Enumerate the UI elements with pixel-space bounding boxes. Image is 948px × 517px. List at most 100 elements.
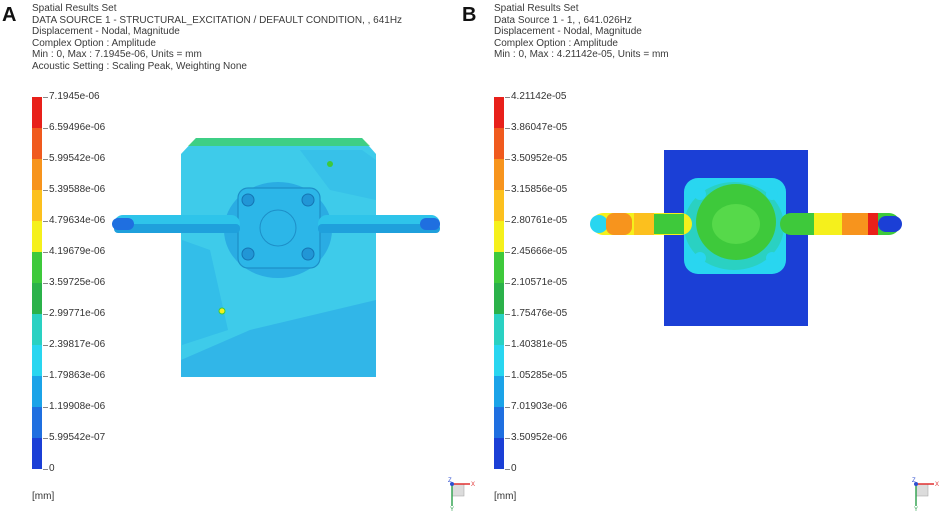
- hotspot: [218, 307, 226, 315]
- scale-segment: [494, 376, 504, 407]
- header-line: Spatial Results Set: [32, 3, 117, 14]
- scale-tick: [505, 190, 510, 191]
- shaft-left-band: [606, 213, 632, 235]
- scale-tick: [43, 314, 48, 315]
- bolt-hole: [241, 247, 255, 261]
- scale-tick: [505, 252, 510, 253]
- scale-label: 1.19908e-06: [49, 401, 106, 412]
- scale-label: 5.39588e-06: [49, 184, 106, 195]
- scale-tick: [43, 283, 48, 284]
- shaft-right-tip: [420, 218, 440, 230]
- scale-segment: [32, 407, 42, 438]
- scale-tick: [43, 252, 48, 253]
- axis-y-label: Y: [914, 507, 918, 512]
- axis-triad-icon: X Y Z: [912, 478, 939, 512]
- scale-segment: [494, 314, 504, 345]
- scale-tick: [43, 159, 48, 160]
- scale-segment: [494, 438, 504, 469]
- shaft-right-shade: [318, 224, 440, 233]
- panel-b: B Spatial Results Set Data Source 1 - 1,…: [462, 0, 948, 517]
- axis-y-label: Y: [450, 507, 454, 512]
- scale-label: 4.19679e-06: [49, 246, 106, 257]
- scale-label: 3.59725e-06: [49, 277, 106, 288]
- scale-label: 4.21142e-05: [511, 91, 567, 102]
- scale-label: 5.99542e-07: [49, 432, 106, 443]
- housing-center: [712, 204, 760, 244]
- scale-label: 2.80761e-05: [511, 215, 568, 226]
- scale-label: 0: [49, 463, 55, 474]
- scale-tick: [43, 376, 48, 377]
- scale-tick: [505, 221, 510, 222]
- scale-tick: [505, 314, 510, 315]
- bolt-hole: [241, 193, 255, 207]
- scale-label: 1.75476e-05: [511, 308, 568, 319]
- color-scale: 7.1945e-06 6.59496e-06 5.99542e-06 5.39588e…: [32, 91, 105, 474]
- scale-segment: [32, 190, 42, 221]
- scale-label: 2.45666e-05: [511, 246, 568, 257]
- scale-segment: [32, 252, 42, 283]
- scale-tick: [505, 469, 510, 470]
- axis-x-label: X: [935, 482, 939, 488]
- results-header: Spatial Results Set Data Source 1 - 1, ,…: [494, 3, 669, 61]
- scale-tick: [43, 407, 48, 408]
- scale-tick: [43, 345, 48, 346]
- scale-segment: [32, 128, 42, 159]
- scale-segment: [494, 283, 504, 314]
- scale-tick: [505, 376, 510, 377]
- axis-triad-icon: X Y Z: [448, 478, 475, 512]
- header-line: Displacement - Nodal, Magnitude: [494, 26, 642, 38]
- scale-segment: [494, 190, 504, 221]
- scale-tick: [43, 190, 48, 191]
- unit-label: [mm]: [32, 491, 55, 502]
- panel-a: A Spatial Results Set DATA SOURCE 1 - ST…: [2, 3, 475, 512]
- scale-segment: [32, 221, 42, 252]
- fe-model-view: [112, 138, 440, 377]
- scale-tick: [43, 469, 48, 470]
- scale-tick: [505, 97, 510, 98]
- scale-label: 7.1945e-06: [49, 91, 100, 102]
- scale-segment: [494, 345, 504, 376]
- scale-label: 2.99771e-06: [49, 308, 106, 319]
- header-line: Displacement - Nodal, Magnitude: [32, 26, 180, 38]
- scale-tick: [43, 438, 48, 439]
- scale-label: 3.50952e-05: [511, 153, 568, 164]
- scale-tick: [505, 438, 510, 439]
- shaft-right-band: [868, 213, 878, 235]
- results-header: Spatial Results Set DATA SOURCE 1 - STRU…: [32, 3, 402, 73]
- scale-tick: [43, 221, 48, 222]
- scale-segment: [494, 97, 504, 128]
- scale-label: 7.01903e-06: [511, 401, 568, 412]
- panel-letter: A: [2, 4, 17, 26]
- scale-tick: [505, 345, 510, 346]
- axis-z-label: Z: [912, 478, 916, 484]
- scale-segment: [32, 159, 42, 190]
- bolt-hole: [301, 193, 315, 207]
- scale-segment: [494, 252, 504, 283]
- shaft-left-band: [634, 213, 654, 235]
- shaft-left-shade: [114, 224, 240, 233]
- scale-tick: [43, 128, 48, 129]
- header-line: Spatial Results Set: [494, 3, 579, 14]
- center-boss: [259, 209, 297, 247]
- header-line: Complex Option : Amplitude: [32, 37, 156, 49]
- scale-label: 1.05285e-05: [511, 370, 568, 381]
- scale-label: 0: [511, 463, 517, 474]
- scale-label: 6.59496e-06: [49, 122, 106, 133]
- scale-label: 3.50952e-06: [511, 432, 568, 443]
- scale-segment: [494, 128, 504, 159]
- scale-label: 3.15856e-05: [511, 184, 568, 195]
- panel-letter: B: [462, 4, 477, 26]
- bolt-hole: [301, 247, 315, 261]
- scale-segment: [494, 221, 504, 252]
- scale-label: 3.86047e-05: [511, 122, 568, 133]
- fe-model-view: [590, 150, 902, 326]
- scale-tick: [43, 97, 48, 98]
- scale-label: 5.99542e-06: [49, 153, 106, 164]
- scale-label: 4.79634e-06: [49, 215, 106, 226]
- plate-shade-region: [182, 240, 228, 345]
- header-line: Acoustic Setting : Scaling Peak, Weighti…: [32, 60, 247, 72]
- shaft-right-tip: [878, 216, 902, 232]
- plate-shade-region: [300, 150, 376, 200]
- header-line: Data Source 1 - 1, , 641.026Hz: [494, 14, 632, 26]
- shaft-left-tip: [590, 215, 608, 233]
